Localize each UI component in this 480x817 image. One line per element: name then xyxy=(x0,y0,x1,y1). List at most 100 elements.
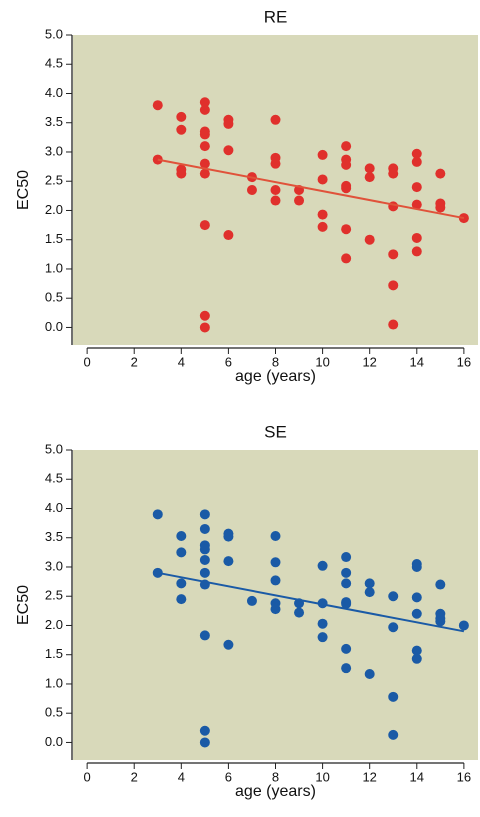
data-point xyxy=(199,141,210,152)
data-point xyxy=(388,249,399,260)
data-point xyxy=(411,148,422,159)
y-tick-label: 0.5 xyxy=(45,290,63,305)
y-tick-label: 1.5 xyxy=(45,646,63,661)
data-point xyxy=(199,544,210,555)
data-point xyxy=(317,174,328,185)
data-point xyxy=(176,594,187,605)
y-tick-label: 1.0 xyxy=(45,260,63,275)
data-point xyxy=(435,616,446,627)
data-point xyxy=(317,618,328,629)
y-tick-label: 4.0 xyxy=(45,85,63,100)
data-point xyxy=(388,591,399,602)
y-tick-label: 4.5 xyxy=(45,56,63,71)
x-tick-label: 6 xyxy=(225,354,232,369)
data-point xyxy=(341,183,352,194)
data-point xyxy=(435,202,446,213)
data-point xyxy=(317,221,328,232)
data-point xyxy=(341,159,352,170)
data-point xyxy=(388,168,399,179)
data-point xyxy=(388,319,399,330)
data-point xyxy=(199,168,210,179)
data-point xyxy=(435,168,446,179)
data-point xyxy=(317,560,328,571)
x-tick-label: 10 xyxy=(315,354,329,369)
data-point xyxy=(223,230,234,241)
data-point xyxy=(199,737,210,748)
y-tick-label: 3.5 xyxy=(45,114,63,129)
data-point xyxy=(435,579,446,590)
y-tick-label: 0.5 xyxy=(45,705,63,720)
data-point xyxy=(388,622,399,633)
x-tick-label: 2 xyxy=(131,769,138,784)
data-point xyxy=(317,632,328,643)
data-point xyxy=(341,598,352,609)
x-tick-label: 14 xyxy=(410,769,424,784)
data-point xyxy=(317,149,328,160)
data-point xyxy=(199,523,210,534)
chart-title: SE xyxy=(264,422,287,441)
data-point xyxy=(388,280,399,291)
fit-line xyxy=(157,158,465,220)
data-point xyxy=(270,575,281,586)
y-tick-label: 0.0 xyxy=(45,319,63,334)
y-axis-label: EC50 xyxy=(15,585,32,625)
x-tick-label: 4 xyxy=(178,769,185,784)
y-tick-label: 4.0 xyxy=(45,500,63,515)
data-point xyxy=(411,199,422,210)
data-point xyxy=(341,141,352,152)
data-point xyxy=(199,630,210,641)
data-point xyxy=(199,509,210,520)
x-tick-label: 14 xyxy=(410,354,424,369)
y-tick-label: 5.0 xyxy=(45,26,63,41)
data-point xyxy=(199,554,210,565)
data-point xyxy=(364,234,375,245)
data-point xyxy=(388,691,399,702)
data-point xyxy=(364,172,375,183)
data-point xyxy=(341,643,352,654)
data-point xyxy=(411,592,422,603)
y-tick-label: 2.0 xyxy=(45,202,63,217)
data-point xyxy=(317,209,328,220)
y-tick-label: 1.0 xyxy=(45,675,63,690)
data-point xyxy=(411,645,422,656)
y-tick-label: 2.5 xyxy=(45,173,63,188)
data-point xyxy=(364,669,375,680)
data-point xyxy=(341,552,352,563)
y-axis-label: EC50 xyxy=(15,170,32,210)
data-point xyxy=(152,509,163,520)
data-point xyxy=(388,201,399,212)
data-point xyxy=(199,97,210,108)
data-point xyxy=(246,595,257,606)
data-point xyxy=(341,578,352,589)
data-point xyxy=(199,322,210,333)
data-point xyxy=(388,729,399,740)
data-point xyxy=(341,567,352,578)
data-point xyxy=(411,182,422,193)
y-tick-label: 3.0 xyxy=(45,143,63,158)
data-point xyxy=(364,163,375,174)
data-point xyxy=(294,607,305,618)
data-point xyxy=(458,620,469,631)
data-point xyxy=(270,530,281,541)
x-tick-label: 16 xyxy=(457,354,471,369)
data-point xyxy=(199,104,210,115)
data-point xyxy=(364,587,375,598)
data-point xyxy=(223,118,234,129)
x-tick-label: 10 xyxy=(315,769,329,784)
x-axis-label: age (years) xyxy=(235,368,316,385)
data-point xyxy=(411,232,422,243)
data-point xyxy=(294,195,305,206)
x-tick-label: 8 xyxy=(272,769,279,784)
data-point xyxy=(199,129,210,140)
data-point xyxy=(199,725,210,736)
data-point xyxy=(411,561,422,572)
data-point xyxy=(176,124,187,135)
data-point xyxy=(176,578,187,589)
x-tick-label: 2 xyxy=(131,354,138,369)
y-tick-label: 4.5 xyxy=(45,471,63,486)
data-point xyxy=(223,556,234,567)
data-point xyxy=(411,156,422,167)
data-point xyxy=(270,158,281,169)
x-tick-label: 8 xyxy=(272,354,279,369)
data-point xyxy=(176,111,187,122)
